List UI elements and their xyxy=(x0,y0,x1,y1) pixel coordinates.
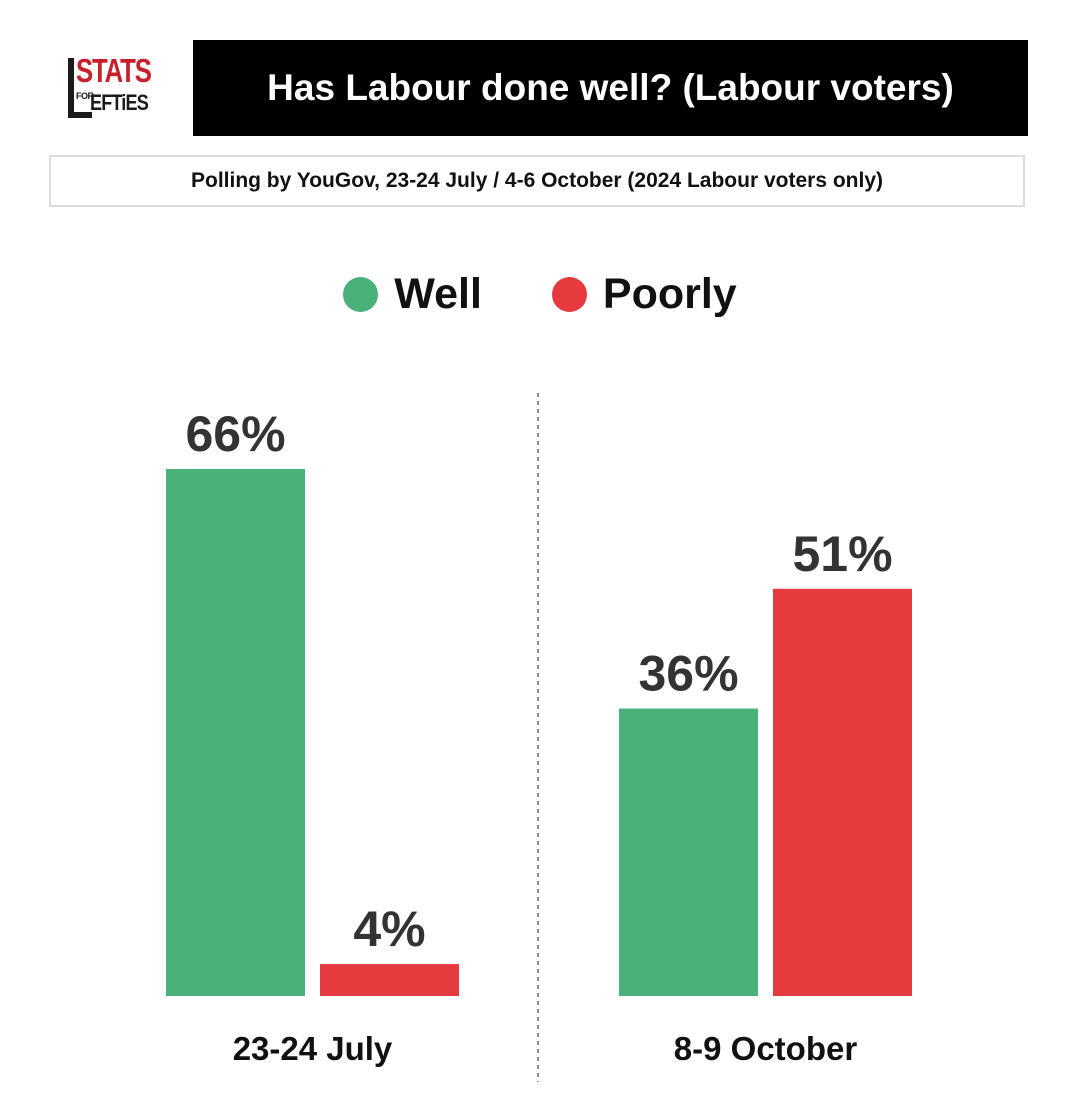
title-banner: Has Labour done well? (Labour voters) xyxy=(193,40,1028,136)
data-label-poorly-2: 51% xyxy=(792,526,892,582)
data-label-well-1: 66% xyxy=(185,406,285,462)
category-label-2: 8-9 October xyxy=(674,1030,858,1067)
legend-item-well: Well xyxy=(343,270,482,319)
chart-subtitle: Polling by YouGov, 23-24 July / 4-6 Octo… xyxy=(190,169,883,192)
legend-dot-poorly xyxy=(551,276,587,312)
logo-for-text: FOR xyxy=(76,91,94,101)
data-label-well-2: 36% xyxy=(638,646,738,702)
logo-stats-text: STATS xyxy=(76,52,152,89)
legend-label-poorly: Poorly xyxy=(602,269,737,318)
legend: Well Poorly xyxy=(0,266,1080,322)
bar-well-2 xyxy=(619,708,758,996)
legend-label-well: Well xyxy=(394,269,482,318)
logo-lefties-text: EFTiES xyxy=(90,90,149,115)
logo-l-bar xyxy=(68,58,74,118)
logo-l-base xyxy=(68,112,92,118)
chart-title: Has Labour done well? (Labour voters) xyxy=(267,67,954,108)
bar-poorly-1 xyxy=(320,964,459,996)
bar-well-1 xyxy=(166,469,305,996)
subtitle-box: Polling by YouGov, 23-24 July / 4-6 Octo… xyxy=(49,155,1025,207)
stats-for-lefties-logo: STATS FOR EFTiES xyxy=(68,52,160,120)
data-label-poorly-1: 4% xyxy=(353,901,425,957)
bar-poorly-2 xyxy=(773,588,912,996)
legend-item-poorly: Poorly xyxy=(551,269,737,319)
category-label-1: 23-24 July xyxy=(233,1030,393,1067)
legend-dot-well xyxy=(343,276,379,312)
